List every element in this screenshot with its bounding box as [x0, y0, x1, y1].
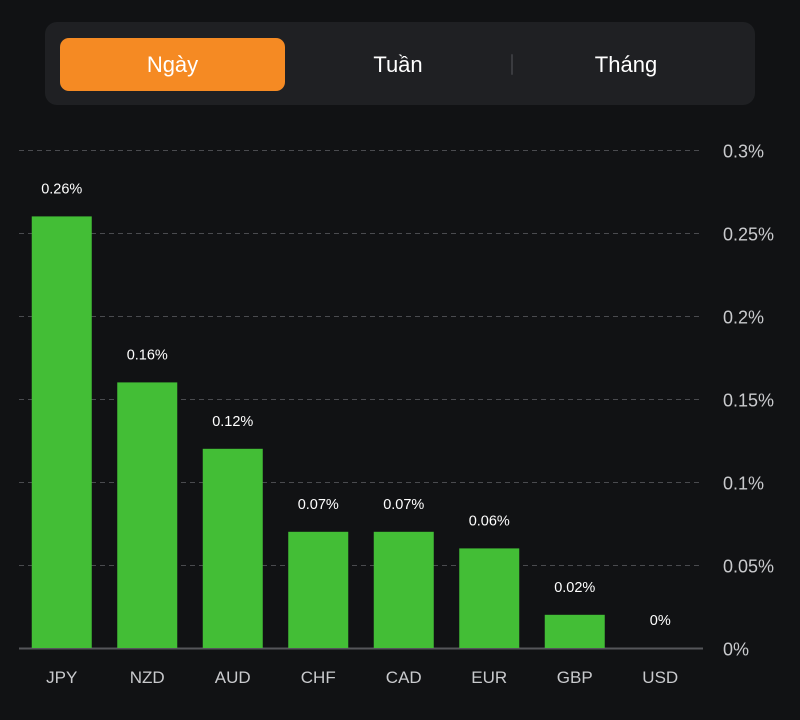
y-tick-label: 0.1%	[723, 474, 764, 494]
y-tick-label: 0.25%	[723, 225, 774, 245]
x-tick-label-aud: AUD	[215, 668, 251, 687]
x-tick-label-usd: USD	[642, 668, 678, 687]
x-tick-label-nzd: NZD	[130, 668, 165, 687]
value-label-chf: 0.07%	[298, 497, 339, 513]
bar-aud	[202, 448, 263, 648]
x-tick-label-jpy: JPY	[46, 668, 77, 687]
x-tick-label-eur: EUR	[471, 668, 507, 687]
y-tick-label: 0.05%	[723, 557, 774, 577]
value-label-cad: 0.07%	[383, 497, 424, 513]
y-tick-label: 0%	[723, 640, 749, 660]
x-tick-label-cad: CAD	[386, 668, 422, 687]
y-tick-label: 0.3%	[723, 142, 764, 162]
y-axis-labels: 0% 0.05% 0.1% 0.15% 0.2% 0.25% 0.3%	[723, 142, 774, 660]
bar-jpy	[31, 216, 92, 648]
value-label-gbp: 0.02%	[554, 580, 595, 596]
value-labels: 0.26% 0.16% 0.12% 0.07% 0.07% 0.06% 0.02% 0%	[41, 181, 671, 629]
value-label-jpy: 0.26%	[41, 181, 82, 197]
grid-lines	[19, 150, 703, 650]
value-label-nzd: 0.16%	[127, 347, 168, 363]
x-tick-label-gbp: GBP	[557, 668, 593, 687]
tab-week[interactable]: Tuần	[373, 51, 423, 77]
x-axis-labels: JPY NZD AUD CHF CAD EUR GBP USD	[46, 668, 678, 687]
bar-cad	[373, 531, 434, 648]
tab-day[interactable]: Ngày	[60, 38, 285, 91]
bar-nzd	[117, 382, 178, 648]
y-tick-label: 0.15%	[723, 391, 774, 411]
value-label-aud: 0.12%	[212, 414, 253, 430]
x-tick-label-chf: CHF	[301, 668, 336, 687]
value-label-eur: 0.06%	[469, 513, 510, 529]
y-tick-label: 0.2%	[723, 308, 764, 328]
period-selector: Ngày Tuần Tháng	[45, 22, 755, 105]
bar-chf	[288, 531, 349, 648]
bar-gbp	[544, 614, 605, 648]
value-label-usd: 0%	[650, 613, 671, 629]
bar-eur	[459, 548, 520, 648]
bars	[31, 216, 605, 648]
tab-divider	[511, 54, 513, 75]
tab-month[interactable]: Tháng	[594, 51, 658, 77]
